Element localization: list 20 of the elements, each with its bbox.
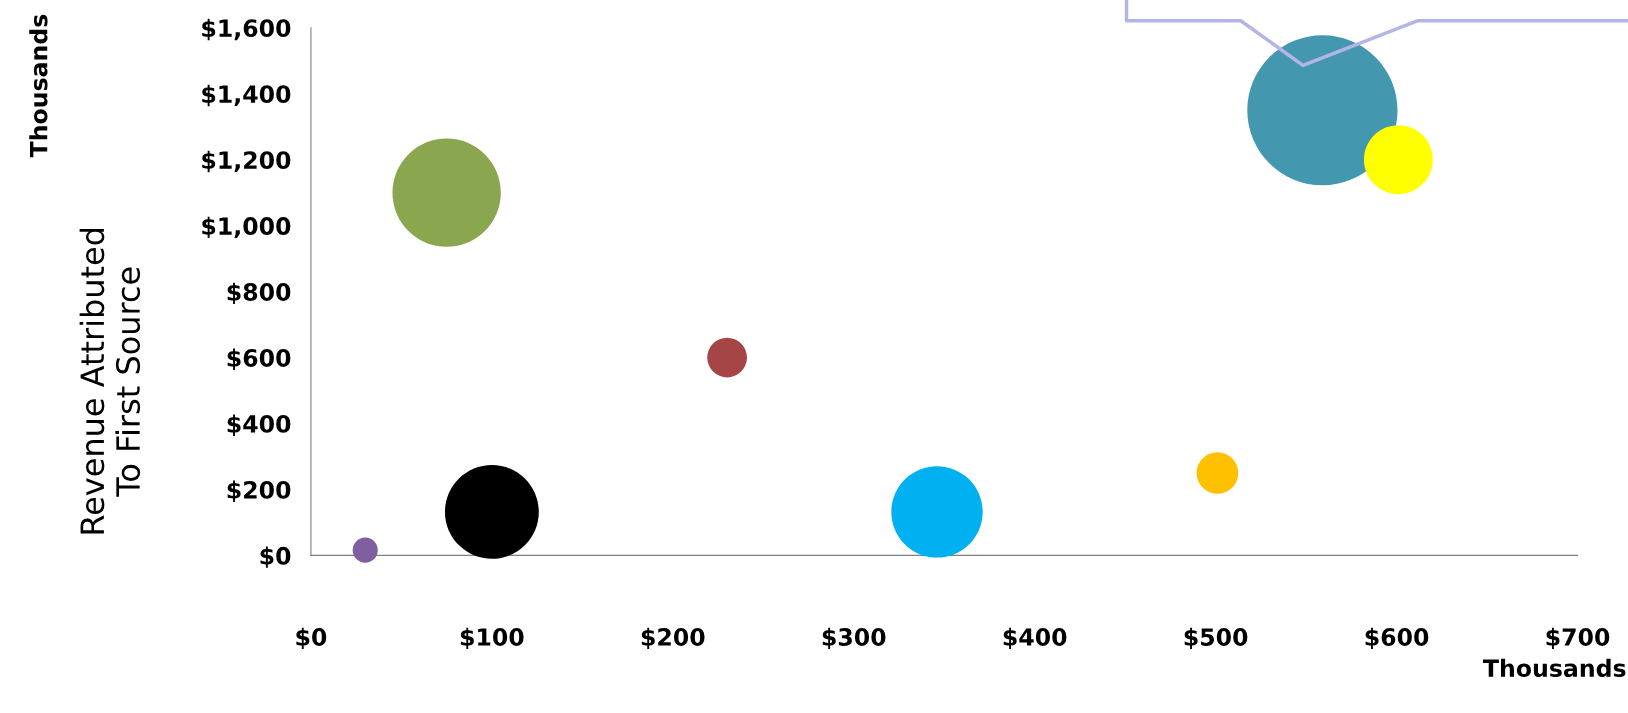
- y-tick-label: $1,400: [202, 84, 291, 107]
- x-tick-label: $600: [1365, 627, 1429, 650]
- y-tick-label: $1,000: [202, 216, 291, 239]
- y-tick-label: $1,200: [202, 150, 291, 173]
- y-tick-label: $200: [227, 480, 291, 502]
- y-tick-label: $800: [227, 282, 291, 305]
- y-tick-label: $600: [227, 348, 291, 371]
- x-tick-label: $300: [822, 627, 886, 650]
- x-tick-label: $700: [1546, 627, 1610, 650]
- text: Thousands: [1483, 658, 1626, 678]
- x-tick-label: $500: [1184, 627, 1248, 650]
- y-tick-label: $400: [227, 414, 291, 436]
- y-tick-label: $0: [260, 546, 291, 568]
- x-tick-label: $0: [296, 627, 327, 650]
- y-tick-label: $1,600: [202, 18, 291, 41]
- y-axis-title: Revenue Attributed To First Source: [79, 228, 141, 534]
- x-tick-label: $100: [460, 627, 524, 650]
- x-tick-label: $400: [1003, 627, 1067, 650]
- x-tick-label: $200: [641, 627, 705, 650]
- text: Thousands: [29, 14, 48, 158]
